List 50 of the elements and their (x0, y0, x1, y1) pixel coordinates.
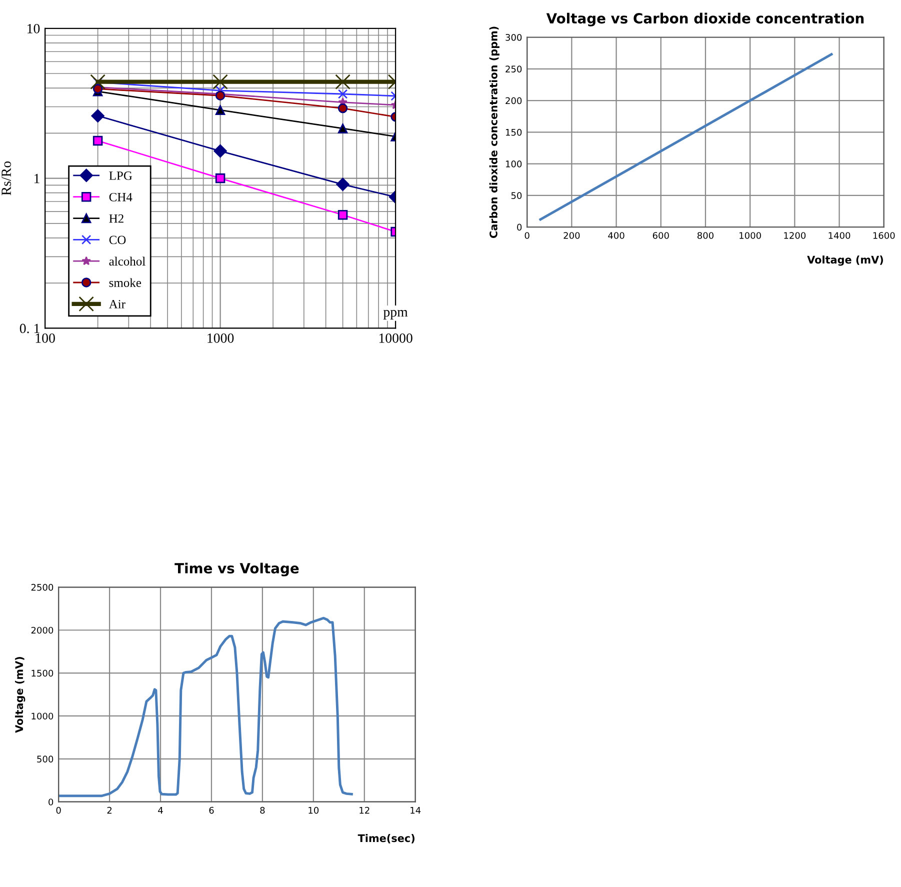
x-tick-label: 8 (260, 806, 265, 814)
y-tick-label: 1 (34, 174, 40, 184)
y-tick-label: 500 (37, 756, 54, 762)
x-tick-label: 0 (524, 232, 530, 239)
y-tick-label: 0. 1 (20, 324, 40, 334)
y-axis-title: Carbon dioxide concentration (ppm) (489, 26, 500, 238)
x-axis-title: ppm (383, 310, 408, 320)
legend-label: Air (108, 300, 126, 308)
x-tick-label: 600 (652, 232, 669, 239)
legend-label: alcohol (109, 256, 146, 266)
y-tick-label: 2000 (31, 626, 54, 634)
y-axis-title: Voltage (mV) (15, 657, 26, 733)
y-tick-label: 50 (511, 192, 522, 199)
y-axis-title: Rs/Ro (2, 161, 11, 196)
x-tick-label: 10 (308, 806, 319, 814)
x-tick-label: 1600 (873, 232, 895, 239)
x-tick-label: 10000 (379, 333, 412, 343)
legend-label: H2 (109, 214, 124, 223)
x-tick-label: 1000 (740, 232, 761, 239)
x-tick-label: 14 (410, 806, 421, 814)
y-tick-label: 10 (28, 24, 40, 34)
x-tick-label: 2 (107, 806, 112, 814)
x-tick-label: 200 (564, 232, 580, 239)
x-tick-label: 1000 (208, 333, 234, 343)
x-tick-label: 6 (209, 806, 214, 814)
y-tick-label: 2500 (31, 584, 54, 591)
legend-label: CO (109, 236, 126, 244)
y-tick-label: 0 (48, 798, 54, 806)
legend-label: smoke (109, 278, 142, 287)
chart-title: Time vs Voltage (174, 562, 299, 576)
x-axis-title: Time(sec) (358, 834, 414, 844)
x-axis-title: Voltage (mV) (807, 256, 883, 266)
x-tick-label: 4 (158, 806, 163, 814)
legend-label: LPG (109, 172, 132, 180)
y-tick-label: 100 (506, 160, 522, 168)
y-tick-label: 300 (506, 34, 522, 41)
legend-label: CH4 (109, 192, 132, 202)
y-tick-label: 0 (517, 224, 522, 231)
y-tick-label: 250 (506, 66, 522, 72)
x-tick-label: 1400 (828, 232, 850, 239)
x-tick-label: 400 (608, 232, 624, 239)
y-tick-label: 200 (506, 97, 522, 104)
y-tick-label: 150 (506, 128, 522, 136)
x-tick-label: 1200 (784, 232, 806, 239)
y-tick-label: 1500 (32, 670, 54, 677)
x-tick-label: 800 (697, 232, 714, 239)
x-tick-label: 12 (360, 806, 370, 814)
chart-title: Voltage vs Carbon dioxide concentration (546, 12, 864, 26)
x-tick-label: 0 (56, 806, 61, 814)
y-tick-label: 1000 (32, 712, 54, 720)
